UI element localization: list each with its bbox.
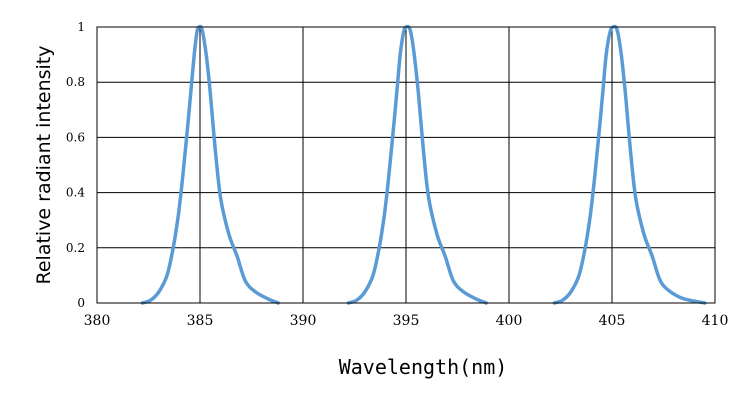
x-tick-label-6: 410 <box>702 313 729 329</box>
y-axis-label: Relative radiant intensity <box>33 45 55 284</box>
y-tick-label-2: 0.4 <box>66 186 85 200</box>
x-tick-labels: 380 385 390 395 400 405 410 <box>84 313 729 329</box>
plot-frame <box>96 26 716 304</box>
x-tick-label-4: 400 <box>496 313 523 329</box>
x-tick-label-1: 385 <box>187 313 214 329</box>
series-lines <box>140 24 707 305</box>
y-tick-label-4: 0.8 <box>66 75 85 89</box>
y-tick-labels: 0 0.2 0.4 0.6 0.8 1 <box>66 20 85 310</box>
y-tick-label-1: 0.2 <box>66 241 85 255</box>
y-tick-label-0: 0 <box>77 296 85 310</box>
y-tick-label-3: 0.6 <box>66 130 85 144</box>
series-line-395 <box>346 24 489 305</box>
series-line-385 <box>140 24 281 305</box>
series-line-405 <box>552 24 707 305</box>
x-tick-label-5: 405 <box>599 313 626 329</box>
x-axis-label: Wavelength(nm) <box>339 355 508 379</box>
y-tick-label-5: 1 <box>77 20 85 34</box>
x-tick-label-0: 380 <box>84 313 111 329</box>
grid <box>97 27 715 303</box>
x-tick-label-3: 395 <box>393 313 420 329</box>
x-tick-label-2: 390 <box>290 313 317 329</box>
